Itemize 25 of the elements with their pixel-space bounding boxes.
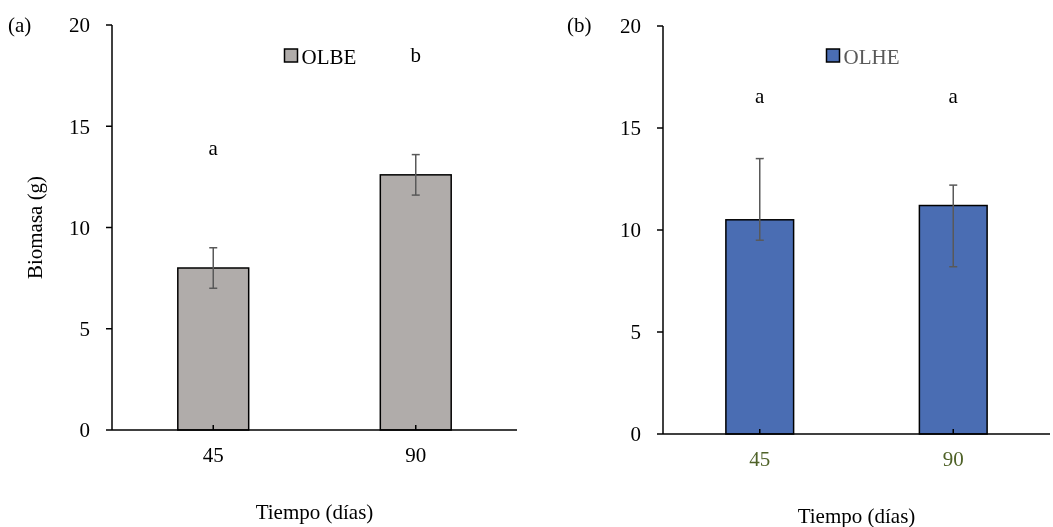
y-tick-label: 20	[620, 14, 641, 39]
x-axis-title: Tiempo (días)	[797, 504, 916, 527]
annotation: b	[410, 43, 421, 68]
y-tick-label: 10	[620, 218, 641, 243]
y-tick-label: 5	[630, 320, 641, 345]
y-tick-label: 15	[69, 114, 90, 139]
y-tick-label: 0	[630, 422, 641, 447]
x-tick-label: 90	[942, 447, 964, 471]
x-tick-label: 45	[202, 443, 224, 467]
x-axis-title: Tiempo (días)	[255, 500, 374, 524]
x-tick-label: 45	[749, 447, 771, 471]
y-tick-label: 0	[79, 418, 90, 443]
text: (b)	[567, 13, 592, 37]
x-tick-label: 90	[405, 443, 427, 467]
annotation: a	[948, 84, 959, 109]
text: (a)	[8, 13, 32, 37]
annotation: a	[208, 136, 219, 161]
annotation: a	[755, 84, 766, 109]
y-tick-label: 20	[69, 13, 90, 38]
legend-label: OLHE	[843, 45, 900, 70]
y-axis-title: Biomasa (g)	[23, 175, 47, 280]
y-tick-label: 5	[79, 317, 90, 342]
legend-label: OLBE	[301, 45, 357, 70]
y-tick-label: 15	[620, 116, 641, 141]
y-tick-label: 10	[69, 215, 90, 240]
